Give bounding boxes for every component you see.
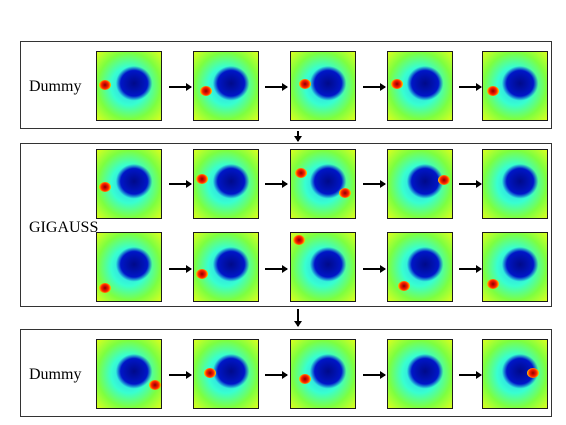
arrow-right [363, 265, 386, 273]
heatmap-middle-row2-5 [482, 232, 548, 302]
panel-dummy-bottom: Dummy [20, 329, 552, 417]
arrow-down [294, 309, 302, 327]
arrow-right [363, 180, 386, 188]
arrow-right [265, 371, 288, 379]
arrow-right [459, 265, 482, 273]
panel-gigauss: GIGAUSS [20, 143, 552, 307]
heatmap-middle-row1-4 [387, 149, 453, 219]
heatmap-middle-row2-4 [387, 232, 453, 302]
heatmap-middle-row2-3 [290, 232, 356, 302]
heatmap-bottom-5 [482, 339, 548, 409]
heatmap-middle-row1-1 [96, 149, 162, 219]
panel-label-dummy-bottom: Dummy [29, 366, 82, 383]
panel-dummy-top: Dummy [20, 41, 552, 129]
panel-label-gigauss: GIGAUSS [29, 219, 99, 236]
heatmap-bottom-4 [387, 339, 453, 409]
heatmap-middle-row2-1 [96, 232, 162, 302]
arrow-right [459, 83, 482, 91]
arrow-right [363, 371, 386, 379]
heatmap-bottom-3 [290, 339, 356, 409]
heatmap-top-5 [482, 51, 548, 121]
arrow-right [265, 180, 288, 188]
heatmap-top-4 [387, 51, 453, 121]
arrow-right [265, 83, 288, 91]
heatmap-bottom-2 [193, 339, 259, 409]
heatmap-top-2 [193, 51, 259, 121]
arrow-right [169, 265, 192, 273]
heatmap-middle-row1-2 [193, 149, 259, 219]
arrow-right [459, 371, 482, 379]
arrow-right [363, 83, 386, 91]
arrow-right [169, 83, 192, 91]
heatmap-bottom-1 [96, 339, 162, 409]
arrow-down [294, 131, 302, 142]
heatmap-top-3 [290, 51, 356, 121]
heatmap-top-1 [96, 51, 162, 121]
heatmap-middle-row2-2 [193, 232, 259, 302]
arrow-right [169, 371, 192, 379]
panel-label-dummy-top: Dummy [29, 78, 82, 95]
arrow-right [265, 265, 288, 273]
heatmap-middle-row1-3 [290, 149, 356, 219]
arrow-right [459, 180, 482, 188]
heatmap-middle-row1-5 [482, 149, 548, 219]
arrow-right [169, 180, 192, 188]
